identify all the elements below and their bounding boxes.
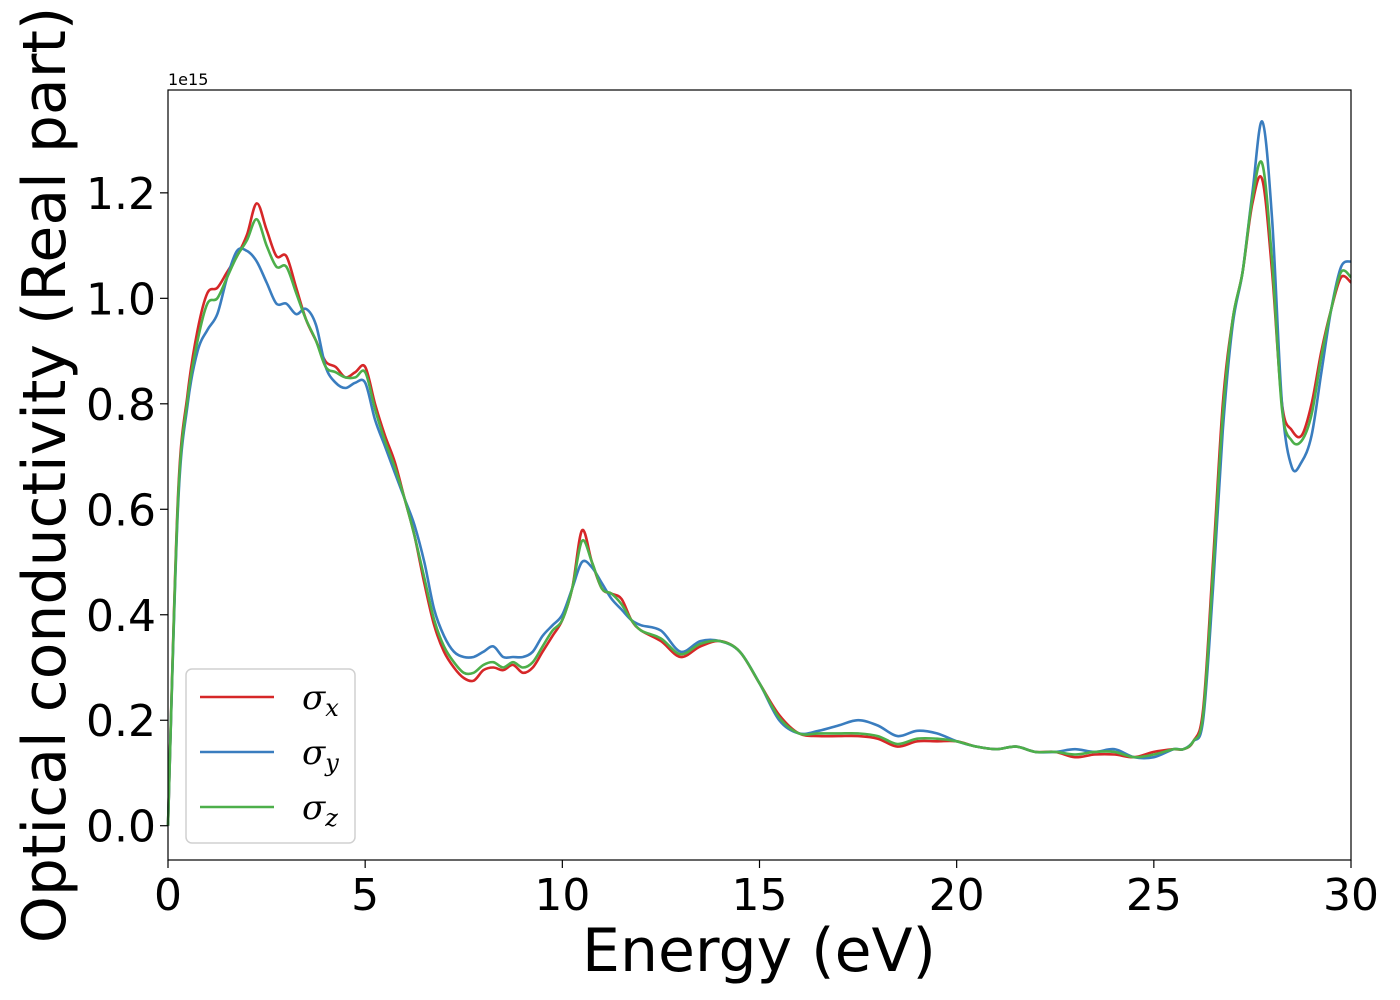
y-tick-label: 0.6 xyxy=(86,485,156,536)
y-tick-label: 0.2 xyxy=(86,696,156,747)
y-offset-label: 1e15 xyxy=(168,70,208,89)
x-tick-label: 25 xyxy=(1126,870,1182,921)
y-axis-label: Optical conductivity (Real part) xyxy=(10,7,80,944)
y-tick-label: 0.4 xyxy=(86,591,156,642)
y-tick-label: 0.0 xyxy=(86,802,156,853)
x-tick-label: 0 xyxy=(154,870,182,921)
y-tick-label: 0.8 xyxy=(86,380,156,431)
series-layer xyxy=(166,120,1352,826)
legend-box xyxy=(185,668,356,844)
x-tick-label: 20 xyxy=(929,870,985,921)
legend-label-sigma-x: σx xyxy=(302,678,339,722)
x-tick-label: 15 xyxy=(732,870,788,921)
x-tick-label: 5 xyxy=(351,870,379,921)
series-line-sigma-z xyxy=(166,160,1352,826)
y-axis: 0.0 0.2 0.4 0.6 0.8 1.0 1.2 xyxy=(86,169,168,853)
x-tick-label: 30 xyxy=(1323,870,1379,921)
legend-label-sigma-z: σz xyxy=(302,788,338,832)
x-tick-label: 10 xyxy=(534,870,590,921)
x-axis-label: Energy (eV) xyxy=(582,916,936,986)
y-tick-label: 1.2 xyxy=(86,169,156,220)
y-tick-label: 1.0 xyxy=(86,274,156,325)
legend-label-sigma-y: σy xyxy=(302,733,339,777)
legend: σx σy σz xyxy=(185,668,356,844)
x-axis: 0 5 10 15 20 25 30 xyxy=(154,860,1379,921)
